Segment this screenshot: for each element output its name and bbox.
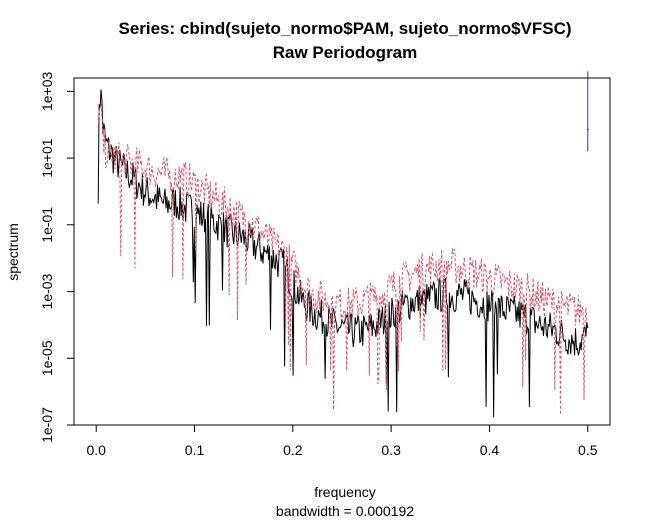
y-tick-label: 1e+01: [39, 138, 55, 178]
x-axis-label: frequency: [314, 484, 375, 500]
y-tick-label: 1e-07: [39, 407, 55, 443]
y-tick-label: 1e-01: [39, 207, 55, 243]
chart-title: Series: cbind(sujeto_normo$PAM, sujeto_n…: [118, 19, 571, 38]
spectrum-series-dashed-line: [97, 103, 589, 415]
x-tick-label: 0.2: [283, 442, 303, 458]
series-layer: [97, 89, 589, 418]
x-tick-label: 0.4: [480, 442, 500, 458]
x-axis: 0.0 0.1 0.2 0.3 0.4 0.5: [86, 424, 598, 458]
spectrum-series-line: [97, 89, 589, 418]
confidence-interval-bar: [586, 71, 589, 152]
x-tick-label: 0.3: [381, 442, 401, 458]
y-tick-label: 1e+03: [39, 71, 55, 111]
y-axis-label: spectrum: [5, 223, 21, 281]
x-tick-label: 0.0: [86, 442, 106, 458]
bandwidth-label: bandwidth = 0.000192: [276, 503, 414, 519]
y-tick-label: 1e-03: [39, 273, 55, 309]
y-tick-label: 1e-05: [39, 340, 55, 376]
x-tick-label: 0.5: [578, 442, 598, 458]
x-tick-label: 0.1: [185, 442, 205, 458]
y-axis: 1e-07 1e-05 1e-03 1e-01 1e+01 1e+03: [39, 71, 75, 443]
chart-subtitle: Raw Periodogram: [273, 43, 418, 62]
